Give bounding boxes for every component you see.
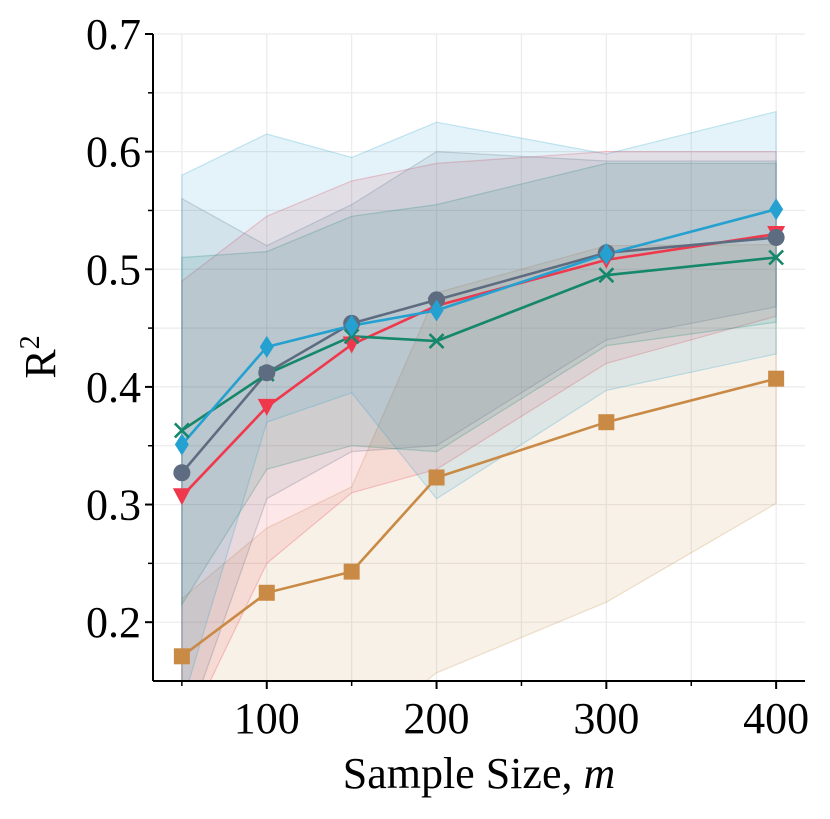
- series-orange-point: [428, 469, 445, 486]
- series-orange-point: [173, 648, 190, 665]
- series-red-point: [257, 398, 276, 416]
- series-orange-point: [768, 370, 785, 387]
- series-slate-point: [767, 229, 785, 247]
- series-green-point: [428, 333, 445, 349]
- series-red-band: [181, 151, 777, 681]
- x-tick-label: 400: [743, 694, 809, 743]
- series-green-point: [598, 267, 615, 284]
- x-axis-label: Sample Size, m: [343, 749, 616, 798]
- y-axis-label: R2: [15, 335, 65, 378]
- series-orange-line: [181, 377, 777, 658]
- series-orange-point: [598, 414, 615, 431]
- series-blue-point: [769, 198, 784, 221]
- y-tick-label: 0.2: [86, 598, 141, 647]
- series-blue-point: [344, 314, 359, 337]
- series-lines: [180, 208, 777, 658]
- x-tick-label: 100: [234, 694, 300, 743]
- series-green-point: [173, 422, 190, 439]
- series-red-point: [172, 488, 191, 506]
- y-tick-label: 0.4: [86, 363, 141, 412]
- series-slate-point: [258, 364, 276, 382]
- series-blue-band: [181, 110, 777, 681]
- series-green-line: [181, 256, 777, 432]
- axes: [152, 34, 805, 682]
- series-blue-point: [429, 299, 444, 322]
- y-tick-label: 0.7: [86, 10, 141, 59]
- series-blue-point: [174, 433, 189, 456]
- x-tick-label: 300: [573, 694, 639, 743]
- series-blue-point: [259, 335, 274, 358]
- series-red-line: [180, 232, 777, 498]
- y-tick-label: 0.3: [86, 481, 141, 530]
- series-slate-band: [181, 150, 777, 681]
- series-blue-point: [599, 242, 614, 265]
- series-orange-point: [258, 584, 275, 601]
- y-tick-label: 0.6: [86, 128, 141, 177]
- x-tick-label: 200: [404, 694, 470, 743]
- series-green-point: [768, 249, 785, 266]
- series-blue-line: [180, 208, 777, 446]
- series-slate-line: [180, 236, 777, 474]
- y-tick-label: 0.5: [86, 245, 141, 294]
- series-markers: [172, 198, 786, 665]
- series-slate-point: [173, 464, 191, 482]
- ticks: 0.2 0.3 0.4 0.5 0.6 0.7 100 200 300 400: [86, 10, 809, 743]
- series-orange-point: [343, 563, 360, 580]
